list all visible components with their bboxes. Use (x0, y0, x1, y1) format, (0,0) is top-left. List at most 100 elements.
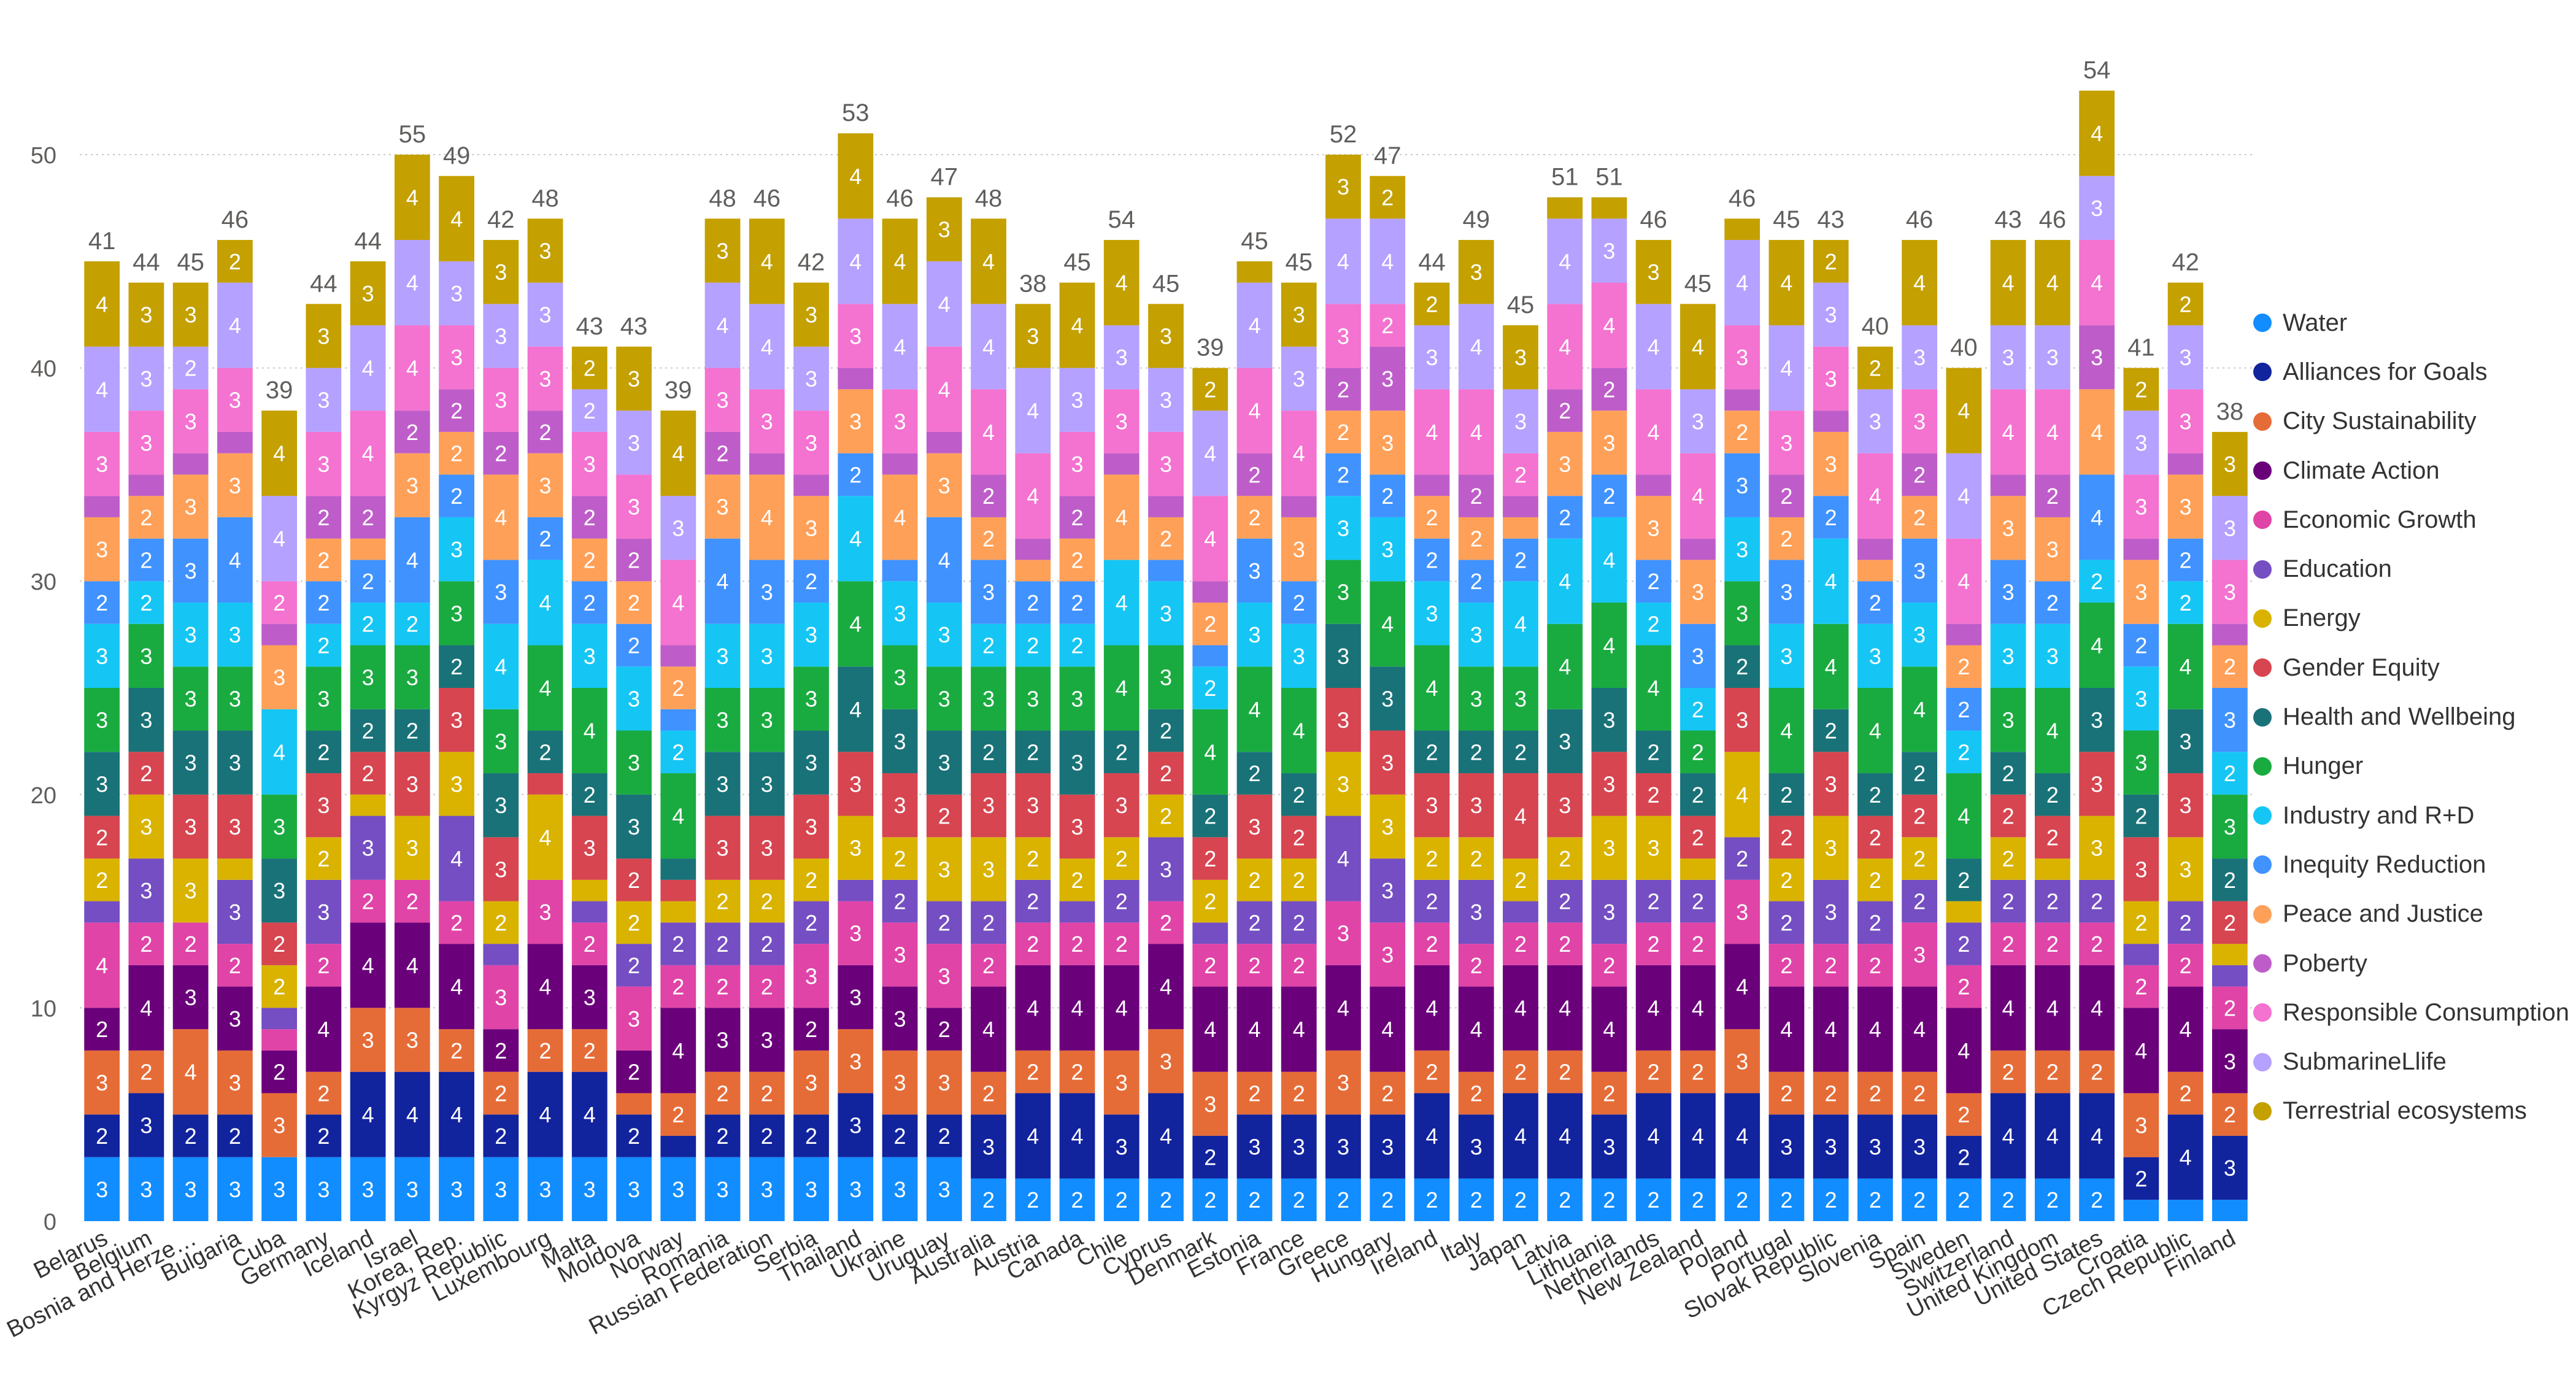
segment-value-label: 3 (317, 1177, 330, 1202)
segment-value-label: 2 (982, 1187, 995, 1213)
bar-segment (2123, 965, 2159, 1008)
legend-item[interactable]: Education (2253, 544, 2572, 593)
bar-segment (394, 645, 430, 709)
segment-value-label: 3 (1337, 323, 1349, 349)
bar-segment (2035, 581, 2070, 624)
segment-value-label: 3 (140, 878, 152, 903)
bar-segment (217, 368, 253, 432)
bar-segment (394, 155, 430, 241)
y-tick-label: 50 (31, 143, 56, 169)
segment-value-label: 2 (717, 441, 729, 466)
segment-value-label: 3 (849, 1177, 862, 1202)
segment-value-label: 3 (761, 708, 773, 733)
bar-segment (1325, 218, 1361, 304)
bar-segment (172, 474, 209, 539)
bar-segment (1503, 1050, 1538, 1094)
segment-value-label: 2 (1248, 505, 1260, 530)
legend-item[interactable]: Economic Growth (2253, 495, 2572, 544)
segment-value-label: 2 (317, 1124, 330, 1149)
bar-segment (1059, 431, 1095, 496)
bar-segment (172, 453, 209, 475)
segment-value-label: 2 (584, 398, 596, 423)
segment-value-label: 2 (1293, 1187, 1305, 1213)
segment-value-label: 4 (849, 697, 862, 722)
bar-segment (1680, 453, 1716, 539)
legend-item[interactable]: Health and Wellbeing (2253, 692, 2572, 741)
total-label: 45 (1507, 291, 1535, 318)
segment-value-label: 3 (495, 580, 507, 605)
bar-segment (838, 304, 874, 368)
legend-item[interactable]: City Sustainability (2253, 397, 2572, 446)
segment-value-label: 3 (2224, 708, 2236, 733)
bar-segment (1813, 538, 1849, 624)
bar-segment (1236, 752, 1273, 795)
segment-value-label: 3 (1869, 1134, 1881, 1159)
legend-marker-icon (2253, 806, 2272, 825)
legend-item[interactable]: Gender Equity (2253, 643, 2572, 692)
segment-value-label: 3 (96, 708, 108, 733)
bar-segment (1148, 581, 1184, 646)
segment-value-label: 3 (1027, 323, 1039, 349)
bar-segment (394, 752, 430, 816)
bar-segment (217, 602, 253, 667)
segment-value-label: 3 (1913, 943, 1926, 968)
bar-segment (172, 1114, 209, 1157)
segment-value-label: 4 (672, 441, 684, 466)
bar-segment (926, 794, 962, 838)
bar-segment (483, 965, 519, 1030)
legend-item[interactable]: Climate Action (2253, 446, 2572, 495)
bar-segment (2212, 858, 2248, 901)
segment-value-label: 2 (1470, 1187, 1483, 1213)
bar-segment (84, 922, 120, 1008)
legend-item[interactable]: Peace and Justice (2253, 890, 2572, 939)
bar-segment (1148, 709, 1184, 752)
bar-segment (2212, 1093, 2248, 1136)
total-label: 49 (443, 142, 471, 169)
legend-item[interactable]: Terrestrial ecosystems (2253, 1087, 2572, 1136)
legend-item[interactable]: Industry and R+D (2253, 791, 2572, 840)
bar-segment (571, 965, 607, 1030)
legend-item[interactable]: Water (2253, 298, 2572, 347)
bar-segment (1724, 1029, 1760, 1094)
bar-segment (2035, 1178, 2070, 1221)
segment-value-label: 3 (539, 238, 552, 263)
bar-segment (793, 730, 829, 795)
legend-item[interactable]: SubmarineLlife (2253, 1037, 2572, 1086)
segment-value-label: 4 (1780, 356, 1792, 381)
segment-value-label: 3 (362, 836, 374, 861)
segment-value-label: 4 (761, 334, 773, 360)
segment-value-label: 3 (982, 1134, 995, 1159)
bar-segment (749, 560, 785, 624)
legend-item[interactable]: Hunger (2253, 742, 2572, 791)
segment-value-label: 4 (1116, 271, 1128, 296)
legend-item[interactable]: Responsible Consumption (2253, 988, 2572, 1037)
bar-segment (2167, 1114, 2204, 1200)
bar-segment (971, 389, 1006, 475)
bar-segment (483, 901, 519, 944)
segment-value-label: 2 (1603, 1187, 1615, 1213)
bar-segment (926, 197, 962, 261)
segment-value-label: 3 (317, 388, 330, 413)
bar-segment (439, 325, 474, 390)
legend-item[interactable]: Energy (2253, 594, 2572, 643)
segment-value-label: 2 (1692, 889, 1704, 914)
legend-marker-icon (2253, 1052, 2272, 1071)
segment-value-label: 4 (1116, 505, 1128, 530)
bar-segment (1635, 730, 1672, 774)
segment-value-label: 2 (317, 633, 330, 658)
bar-segment (1946, 858, 1982, 901)
segment-value-label: 2 (1248, 1187, 1260, 1213)
segment-value-label: 2 (982, 953, 995, 978)
bar-segment (1768, 944, 1805, 987)
legend-item[interactable]: Inequity Reduction (2253, 840, 2572, 889)
segment-value-label: 3 (1071, 388, 1083, 413)
legend-item[interactable]: Poberty (2253, 939, 2572, 988)
segment-value-label: 2 (1913, 1081, 1926, 1106)
segment-value-label: 2 (584, 505, 596, 530)
bar-segment (838, 581, 874, 667)
segment-value-label: 4 (894, 334, 906, 360)
bar-segment (793, 1157, 829, 1221)
legend-item[interactable]: Alliances for Goals (2253, 347, 2572, 396)
bar-segment (1591, 1114, 1627, 1179)
segment-value-label: 2 (1027, 932, 1039, 957)
